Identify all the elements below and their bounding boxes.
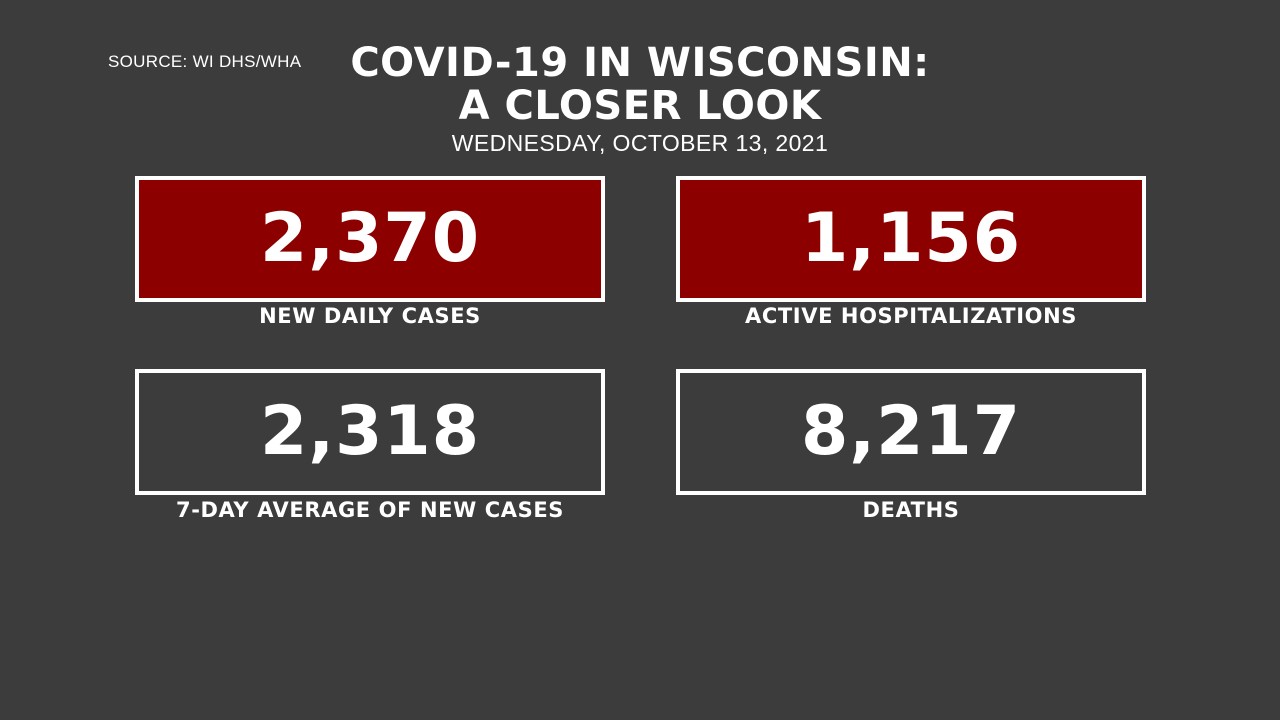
seven-day-average-label: 7-DAY AVERAGE OF NEW CASES [175, 498, 565, 522]
title-line-1: COVID-19 IN WISCONSIN: [350, 40, 930, 86]
date-subtitle: WEDNESDAY, OCTOBER 13, 2021 [451, 130, 829, 156]
deaths-box: 8,217 [676, 369, 1146, 495]
seven-day-average-box: 2,318 [135, 369, 605, 495]
active-hospitalizations-value: 1,156 [800, 199, 1022, 278]
deaths-label: DEATHS [862, 498, 960, 522]
active-hospitalizations-box: 1,156 [676, 176, 1146, 302]
title-line-2: A CLOSER LOOK [458, 83, 822, 129]
new-daily-cases-box: 2,370 [135, 176, 605, 302]
new-daily-cases-label: NEW DAILY CASES [259, 304, 481, 328]
deaths-value: 8,217 [800, 392, 1022, 471]
active-hospitalizations-label: ACTIVE HOSPITALIZATIONS [745, 304, 1077, 328]
source-credit: SOURCE: WI DHS/WHA [108, 52, 302, 71]
new-daily-cases-value: 2,370 [259, 199, 481, 278]
seven-day-average-value: 2,318 [259, 392, 481, 471]
